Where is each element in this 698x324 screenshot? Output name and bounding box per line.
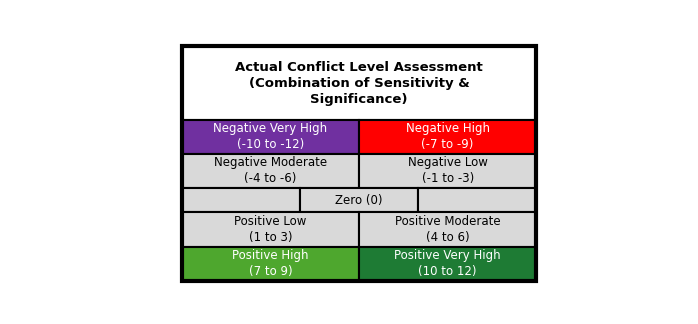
FancyBboxPatch shape <box>359 247 536 281</box>
FancyBboxPatch shape <box>418 188 536 213</box>
FancyBboxPatch shape <box>182 120 359 154</box>
Text: Negative High
(-7 to -9): Negative High (-7 to -9) <box>406 122 490 151</box>
FancyBboxPatch shape <box>182 46 536 120</box>
Text: Positive Low
(1 to 3): Positive Low (1 to 3) <box>235 215 306 244</box>
FancyBboxPatch shape <box>359 154 536 188</box>
FancyBboxPatch shape <box>182 247 359 281</box>
FancyBboxPatch shape <box>359 213 536 247</box>
FancyBboxPatch shape <box>182 213 359 247</box>
Text: Actual Conflict Level Assessment
(Combination of Sensitivity &
Significance): Actual Conflict Level Assessment (Combin… <box>235 61 483 106</box>
FancyBboxPatch shape <box>300 188 418 213</box>
Text: Negative Moderate
(-4 to -6): Negative Moderate (-4 to -6) <box>214 156 327 185</box>
FancyBboxPatch shape <box>182 188 300 213</box>
Text: Negative Low
(-1 to -3): Negative Low (-1 to -3) <box>408 156 488 185</box>
Text: Positive High
(7 to 9): Positive High (7 to 9) <box>232 249 309 278</box>
FancyBboxPatch shape <box>182 154 359 188</box>
FancyBboxPatch shape <box>359 120 536 154</box>
Text: Zero (0): Zero (0) <box>335 194 383 207</box>
Text: Positive Moderate
(4 to 6): Positive Moderate (4 to 6) <box>395 215 500 244</box>
Text: Negative Very High
(-10 to -12): Negative Very High (-10 to -12) <box>214 122 327 151</box>
Text: Positive Very High
(10 to 12): Positive Very High (10 to 12) <box>394 249 501 278</box>
